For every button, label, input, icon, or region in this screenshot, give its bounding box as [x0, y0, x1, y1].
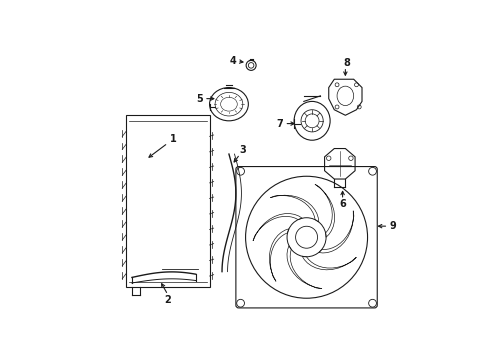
Text: 2: 2 [165, 294, 172, 305]
Text: 5: 5 [196, 94, 203, 104]
Bar [126, 115, 210, 287]
Text: 7: 7 [277, 118, 284, 129]
Text: 8: 8 [343, 58, 350, 68]
Text: 6: 6 [339, 199, 346, 209]
Text: 9: 9 [390, 221, 396, 231]
Text: 4: 4 [230, 56, 237, 66]
Text: 3: 3 [240, 145, 246, 155]
Text: 1: 1 [170, 134, 177, 144]
